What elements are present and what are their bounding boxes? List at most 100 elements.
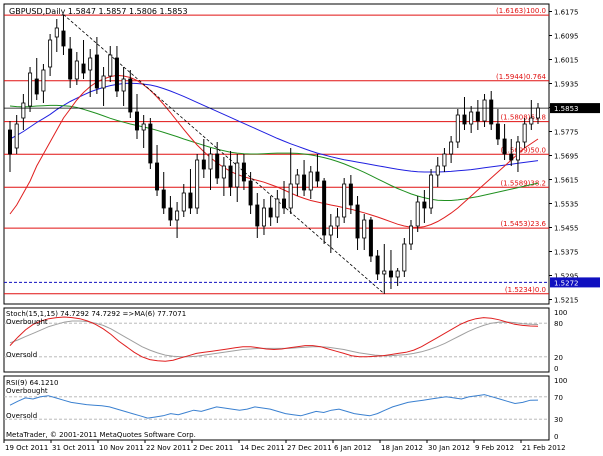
candle-bullish[interactable] <box>536 107 541 119</box>
candle-bearish[interactable] <box>502 138 507 155</box>
candle-bullish[interactable] <box>275 198 280 218</box>
candle-bearish[interactable] <box>114 57 119 92</box>
date-axis-label: 9 Feb 2012 <box>475 444 514 452</box>
candle-bullish[interactable] <box>88 57 93 71</box>
candle-bearish[interactable] <box>368 219 373 257</box>
candle-bearish[interactable] <box>248 180 253 206</box>
stoch-overbought-label: Overbought <box>6 318 48 326</box>
candlesticks-layer[interactable] <box>7 14 541 294</box>
candle-bullish[interactable] <box>54 27 59 38</box>
date-axis-label: 21 Feb 2012 <box>522 444 566 452</box>
candle-bullish[interactable] <box>449 141 454 155</box>
candle-bullish[interactable] <box>402 243 407 272</box>
candle-bullish[interactable] <box>48 39 53 68</box>
candle-bearish[interactable] <box>168 207 173 221</box>
candle-bullish[interactable] <box>442 153 447 167</box>
candle-bearish[interactable] <box>94 54 99 89</box>
candle-bullish[interactable] <box>362 219 367 239</box>
candle-bearish[interactable] <box>375 255 380 275</box>
candle-bearish[interactable] <box>128 78 133 113</box>
rsi-panel[interactable] <box>3 375 550 441</box>
candle-bearish[interactable] <box>302 174 307 191</box>
candle-bullish[interactable] <box>415 201 420 227</box>
date-axis-label: 31 Oct 2011 <box>52 444 95 452</box>
candle-bullish[interactable] <box>14 123 19 149</box>
axes-layer: 1.61751.60951.60151.59351.58551.57751.56… <box>3 9 600 452</box>
candle-bearish[interactable] <box>495 123 500 140</box>
candle-bearish[interactable] <box>228 165 233 188</box>
candle-bearish[interactable] <box>422 201 427 209</box>
candle-bullish[interactable] <box>74 60 79 80</box>
candle-bullish[interactable] <box>181 192 186 212</box>
rsi-axis-label: 30 <box>554 416 563 424</box>
candle-bullish[interactable] <box>342 183 347 218</box>
candle-bearish[interactable] <box>201 159 206 170</box>
candle-bullish[interactable] <box>308 171 313 191</box>
candle-bearish[interactable] <box>509 153 514 161</box>
candle-bullish[interactable] <box>295 174 300 185</box>
candle-bearish[interactable] <box>355 204 360 239</box>
candle-bearish[interactable] <box>161 189 166 209</box>
candle-bullish[interactable] <box>41 69 46 92</box>
stoch-axis-label: 0 <box>554 365 558 373</box>
candle-bullish[interactable] <box>429 174 434 209</box>
candle-bearish[interactable] <box>215 153 220 179</box>
candle-bullish[interactable] <box>175 210 180 221</box>
candle-bearish[interactable] <box>388 270 393 278</box>
candle-bullish[interactable] <box>469 111 474 125</box>
candle-bullish[interactable] <box>261 207 266 227</box>
candle-bearish[interactable] <box>148 123 153 164</box>
candle-bullish[interactable] <box>328 225 333 236</box>
candle-bullish[interactable] <box>141 123 146 131</box>
candle-bullish[interactable] <box>21 102 26 119</box>
date-axis-label: 18 Jan 2012 <box>381 444 423 452</box>
candle-bearish[interactable] <box>462 114 467 125</box>
candle-bullish[interactable] <box>108 54 113 77</box>
candle-bullish[interactable] <box>28 72 33 107</box>
candle-bearish[interactable] <box>268 207 273 218</box>
stoch-axis-label: 20 <box>554 354 563 362</box>
candle-bullish[interactable] <box>409 225 414 245</box>
candle-bullish[interactable] <box>235 162 240 188</box>
candle-bullish[interactable] <box>101 75 106 89</box>
price-axis-label: 1.6175 <box>554 9 579 17</box>
candle-bullish[interactable] <box>455 114 460 143</box>
candle-bullish[interactable] <box>435 165 440 176</box>
fib-level-label: (1.5234)0.0 <box>505 286 546 294</box>
candle-bearish[interactable] <box>188 192 193 209</box>
ma-blue-line <box>9 82 539 173</box>
candle-bearish[interactable] <box>34 78 39 95</box>
candle-bearish[interactable] <box>475 111 480 122</box>
candle-bullish[interactable] <box>221 165 226 179</box>
candle-bearish[interactable] <box>61 30 66 47</box>
candle-bullish[interactable] <box>515 141 520 161</box>
candle-bearish[interactable] <box>81 63 86 74</box>
candle-bullish[interactable] <box>395 270 400 278</box>
candle-bullish[interactable] <box>195 159 200 209</box>
date-axis-label: 22 Nov 2011 <box>146 444 191 452</box>
stochastic-panel[interactable] <box>3 307 550 373</box>
candle-bullish[interactable] <box>335 216 340 227</box>
candle-bearish[interactable] <box>134 111 139 131</box>
candle-bearish[interactable] <box>155 162 160 191</box>
candle-bearish[interactable] <box>282 198 287 209</box>
candle-bullish[interactable] <box>482 99 487 122</box>
candle-bullish[interactable] <box>529 117 534 125</box>
candle-bearish[interactable] <box>68 48 73 80</box>
candle-bearish[interactable] <box>489 99 494 125</box>
candle-bearish[interactable] <box>241 162 246 182</box>
candle-bullish[interactable] <box>288 183 293 209</box>
rsi-oversold-label: Oversold <box>6 412 37 420</box>
candle-bearish[interactable] <box>7 129 12 155</box>
price-axis-label: 1.5535 <box>554 201 579 209</box>
candle-bullish[interactable] <box>121 78 126 92</box>
candle-bearish[interactable] <box>348 183 353 206</box>
candle-bearish[interactable] <box>315 171 320 182</box>
candle-bullish[interactable] <box>522 123 527 143</box>
candle-bullish[interactable] <box>382 270 387 275</box>
candle-bearish[interactable] <box>322 180 327 236</box>
candle-bearish[interactable] <box>255 204 260 227</box>
candle-bullish[interactable] <box>208 153 213 170</box>
